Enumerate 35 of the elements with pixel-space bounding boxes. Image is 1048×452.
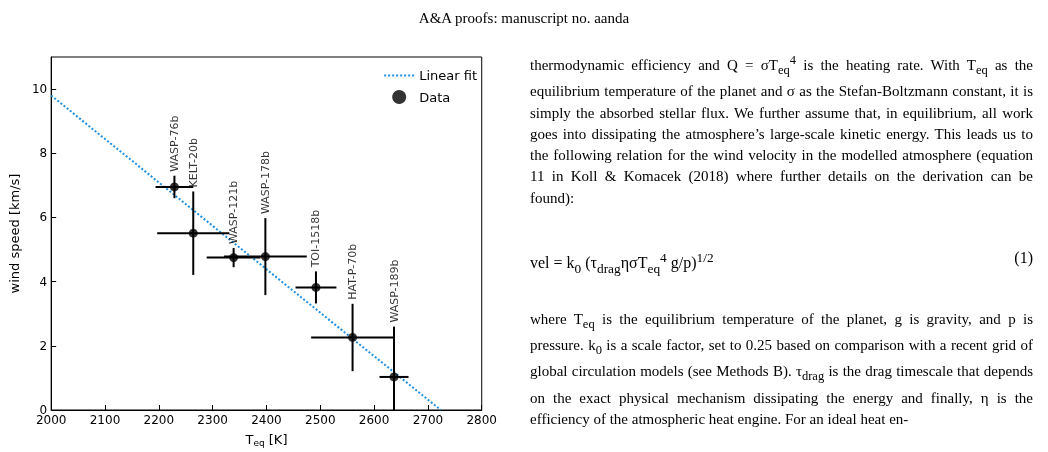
annotation: WASP-178b — [258, 150, 272, 215]
x-tick-label: 2400 — [251, 413, 282, 427]
point — [169, 182, 179, 192]
point — [260, 252, 270, 262]
point — [311, 282, 321, 292]
x-tick-label: 2600 — [358, 413, 390, 427]
y-tick-label: 8 — [39, 146, 48, 161]
y-tick-label: 2 — [39, 338, 48, 353]
legend-label: Linear fit — [419, 68, 478, 83]
annotation: WASP-76b — [167, 115, 181, 172]
text: where T$_{eq}$ is the equilibrium temperature of the planet, g is gravity, and p is pressure. k$_{0}$ is a scale factor, set to 0.25 based on comparison with a recent grid of global circulation models (see Methods B). τ$_{drag}$ is the drag timescale that depends on the exact physical mechanism dissipating the energy and finally, η is the efficiency of the atmospheric heat engine. For an ideal heat en- — [530, 310, 1033, 428]
text: A&A proofs: manuscript no. aanda — [417, 10, 631, 27]
annotation: WASP-121b — [227, 180, 241, 244]
text: thermodynamic efficiency and Q = σT$_{eq}$$^{4}$ is the heating rate. With T$_{eq}$ as the equilibrium temperature of the planet and σ as the Stefan-Boltzmann constant, it is simply the absorbed stellar flux. We further assume that, in equilibrium, all work goes into dissipating the atmosphere’s large-scale kinetic energy. This leads us to the following relation for the wind velocity in the modelled atmosphere (equation 11 in Koll & Komacek (2018) where further details on the derivation can be found): — [530, 53, 1033, 206]
point — [389, 372, 399, 382]
annotation: WASP-189b — [387, 259, 401, 323]
x-tick-label: 2200 — [143, 413, 175, 427]
x-tick-label: 2700 — [412, 413, 444, 427]
x-tick-label: 2800 — [466, 413, 497, 427]
annotation: KELT-20b — [186, 138, 200, 188]
point — [348, 332, 358, 342]
y-tick-label: 4 — [39, 274, 48, 289]
y-tick-label: 10 — [31, 82, 48, 97]
legend-label: Data — [419, 89, 451, 105]
x-tick-label: 2100 — [89, 413, 121, 427]
x-tick-label: 2500 — [305, 413, 336, 427]
y-axis-title: wind speed [km/s] — [7, 173, 22, 294]
point — [188, 228, 198, 238]
y-tick-label: 6 — [39, 210, 48, 225]
point — [229, 253, 239, 263]
text: vel = k$_{0}$ (τ$_{drag}$ησT$_{eq}$$^{4}$ g/p)$^{1/2}$ — [530, 250, 714, 276]
annotation: HAT-P-70b — [346, 243, 360, 300]
text: (1) — [1014, 248, 1033, 269]
annotation: TOI-1518b — [309, 209, 323, 269]
x-tick-label: 2300 — [197, 413, 228, 427]
